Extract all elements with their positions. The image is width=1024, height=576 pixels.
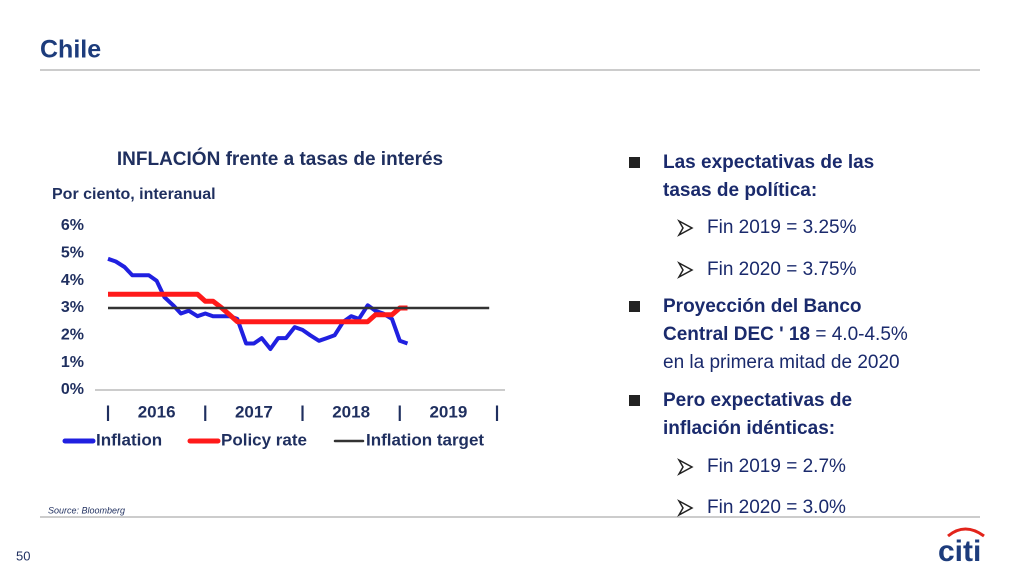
bullet-run: en la primera mitad de 2020 — [663, 352, 900, 373]
chart-subtitle: Por ciento, interanual — [52, 186, 216, 203]
bullet-run: Fin 2019 = 2.7% — [707, 456, 846, 477]
legend-label: Inflation — [96, 430, 162, 449]
bullet-run: Fin 2020 = 3.0% — [707, 497, 846, 518]
bullet-run: inflación idénticas: — [663, 418, 835, 439]
y-tick-label: 6% — [61, 217, 84, 234]
source: Source: Bloomberg — [48, 505, 125, 515]
bullet-run: tasas de política: — [663, 180, 817, 201]
bullet-text: Las expectativas de las — [663, 152, 874, 173]
bullet-text: Central DEC ' 18 = 4.0-4.5% — [663, 324, 908, 345]
bullet-arrow — [677, 261, 694, 279]
x-tick-label: 2016 — [138, 402, 176, 421]
y-tick-label: 4% — [61, 272, 84, 289]
x-tick-label: | — [106, 402, 111, 421]
bullet-text: Pero expectativas de — [663, 390, 852, 411]
bullet-arrow — [677, 458, 694, 476]
bullet-run: Proyección del Banco — [663, 296, 862, 317]
bullet-square — [629, 395, 640, 406]
bullet-run: Fin 2020 = 3.75% — [707, 259, 857, 280]
y-tick-label: 3% — [61, 299, 84, 316]
bullet-run: Las expectativas de las — [663, 152, 874, 173]
bullet-text: inflación idénticas: — [663, 418, 835, 439]
series-line — [107, 256, 409, 351]
bullet-text: tasas de política: — [663, 180, 817, 201]
bullet-text: Fin 2020 = 3.75% — [707, 259, 857, 280]
y-tick-label: 1% — [61, 354, 84, 371]
x-tick-label: 2017 — [235, 402, 273, 421]
bullet-run: Central DEC ' 18 — [663, 324, 810, 345]
page-number: 50 — [16, 548, 30, 563]
x-tick-label: | — [300, 402, 305, 421]
logo: citi — [938, 535, 981, 568]
series-line — [108, 291, 408, 325]
x-tick-label: 2018 — [332, 402, 370, 421]
x-tick-label: | — [397, 402, 402, 421]
bullet-arrow — [677, 219, 694, 237]
bullet-text: Proyección del Banco — [663, 296, 862, 317]
y-tick-label: 0% — [61, 381, 84, 398]
bullet-text: Fin 2020 = 3.0% — [707, 497, 846, 518]
y-tick-label: 2% — [61, 327, 84, 344]
legend-label: Policy rate — [221, 430, 307, 449]
bullet-run: = 4.0-4.5% — [810, 324, 908, 345]
bullet-run: Pero expectativas de — [663, 390, 852, 411]
x-tick-label: | — [495, 402, 500, 421]
y-tick-label: 5% — [61, 245, 84, 262]
logo-arc — [947, 527, 985, 538]
bullet-text: Fin 2019 = 2.7% — [707, 456, 846, 477]
bullet-run: Fin 2019 = 3.25% — [707, 217, 857, 238]
legend-label: Inflation target — [366, 430, 484, 449]
x-tick-label: 2019 — [429, 402, 467, 421]
x-tick-label: | — [203, 402, 208, 421]
bullet-text: Fin 2019 = 3.25% — [707, 217, 857, 238]
bullet-arrow — [677, 499, 694, 517]
chart-title: INFLACIÓN frente a tasas de interés — [117, 148, 443, 170]
slide-title: Chile — [40, 36, 101, 64]
bullet-text: en la primera mitad de 2020 — [663, 352, 900, 373]
bullet-square — [629, 301, 640, 312]
bullet-square — [629, 157, 640, 168]
